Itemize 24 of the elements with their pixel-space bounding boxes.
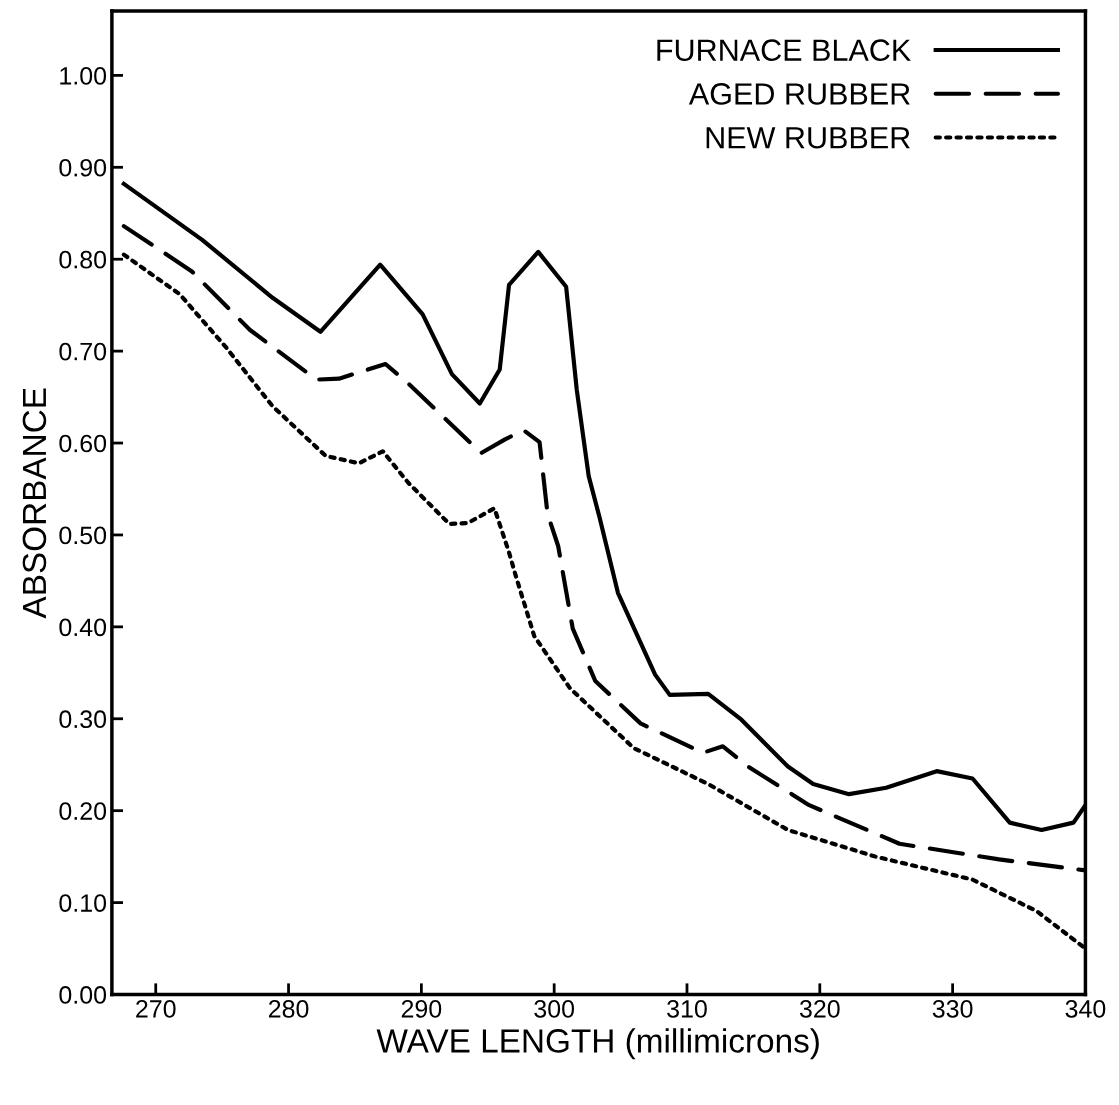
y-tick-label: 0.70 [59,342,107,361]
x-tick-label: 300 [534,1000,575,1018]
x-tick-label: 320 [799,1000,840,1018]
x-tick-label: 290 [401,1000,442,1018]
legend-label: FURNACE BLACK [657,39,911,61]
legend-label: NEW RUBBER [706,127,910,149]
y-tick-label: 1.00 [60,66,107,85]
y-tick-label: 0.30 [59,710,107,729]
x-tick-label: 340 [1065,1000,1106,1018]
y-tick-label: 0.60 [59,434,107,453]
x-axis-title: WAVE LENGTH (millimicrons) [376,1028,819,1060]
x-tick-label: 280 [268,1000,309,1018]
x-tick-label: 310 [667,1000,707,1018]
y-axis-title: ABSORBANCE [22,388,47,619]
y-tick-label: 0.90 [59,158,107,177]
x-tick-label: 330 [932,1000,973,1018]
y-tick-label: 0.40 [59,618,107,637]
y-tick-label: 0.10 [59,894,107,912]
y-tick-label: 0.80 [59,250,107,269]
y-tick-label: 0.50 [59,526,107,545]
y-tick-label: 0.00 [59,986,107,1004]
x-tick-label: 270 [136,1000,176,1018]
legend-label: AGED RUBBER [688,83,910,105]
y-tick-label: 0.20 [59,802,107,820]
